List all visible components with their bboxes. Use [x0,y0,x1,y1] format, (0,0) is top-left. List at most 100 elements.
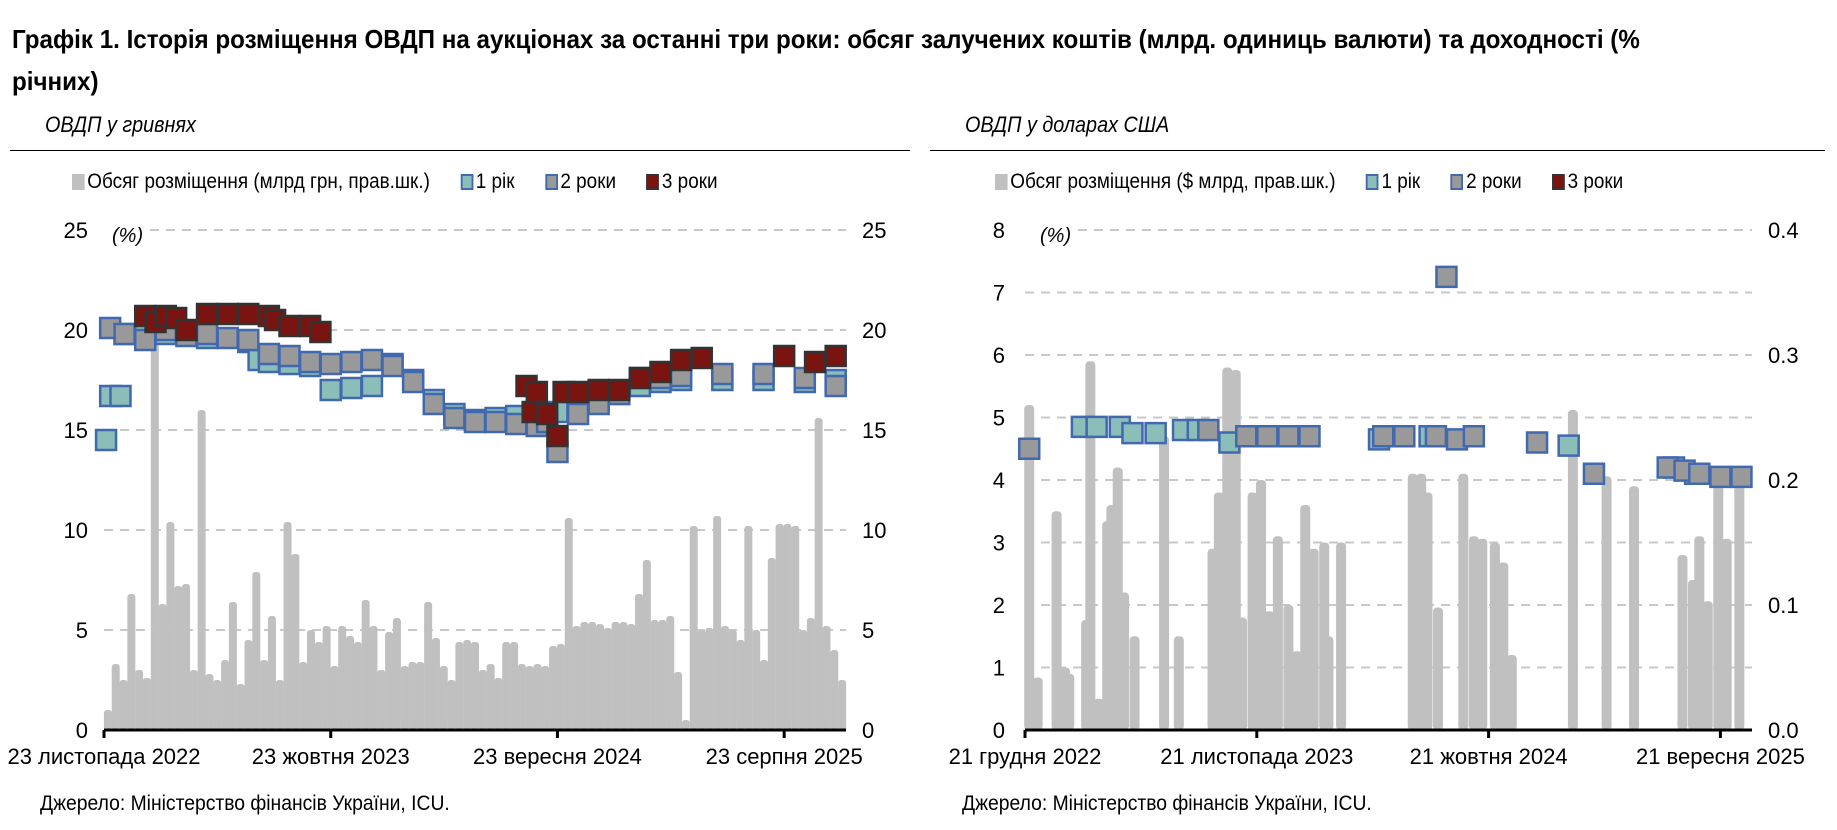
usd-marker-y2 [1371,425,1395,448]
uah-volume-bar [564,518,573,730]
usd-volume-bar [1468,536,1479,730]
uah-volume-bar [486,664,495,730]
right-divider [930,150,1825,151]
usd-marker-y2 [1688,462,1711,485]
uah-volume-bar [392,618,401,730]
uah-volume-bar [549,646,558,730]
uah-marker-y2 [319,352,342,376]
uah-y-left-tick-label: 25 [64,218,88,243]
uah-volume-bar [627,624,636,730]
usd-volume-bar [1694,536,1705,730]
uah-unit-label: (%) [112,225,143,247]
uah-marker-y3 [546,424,569,448]
uah-volume-bar [775,524,784,730]
uah-volume-bar [189,670,198,730]
legend-swatch-volume [72,174,85,190]
usd-marker-y2 [1235,425,1258,448]
usd-volume-bar [1129,636,1140,730]
usd-unit-label: (%) [1040,225,1071,247]
uah-y-left-tick-label: 10 [64,518,88,543]
uah-volume-bar [697,630,706,730]
usd-marker-y1 [1557,434,1580,457]
right-chart-subtitle: ОВДП у доларах США [965,112,1170,137]
uah-marker-y3 [237,302,260,326]
usd-volume-bar [1213,492,1224,730]
usd-marker-y2 [1197,418,1220,442]
uah-volume-bar [416,662,425,730]
usd-volume-bar [1051,511,1062,730]
usd-volume-bar [1159,436,1170,730]
usd-y-right-tick-label: 0.0 [1768,718,1799,743]
uah-volume-bar [447,680,456,730]
uah-marker-y1 [109,384,132,408]
usd-x-tick-label: 21 жовтня 2024 [1410,744,1568,769]
uah-volume-bar [783,524,792,730]
uah-marker-y2 [443,406,466,430]
uah-volume-bar [595,624,604,730]
usd-marker-y2 [1525,431,1549,454]
usd-y-left-tick-label: 8 [993,218,1005,243]
usd-volume-bar [1308,548,1319,730]
usd-volume-bar [1702,601,1713,730]
uah-marker-y2 [298,350,322,374]
legend-label: 1 рік [1381,170,1421,193]
uah-marker-y2 [237,328,260,352]
left-divider [10,150,910,151]
usd-x-tick-label: 21 листопада 2023 [1160,744,1353,769]
uah-volume-bar [111,664,120,730]
uah-volume-bar [502,642,511,730]
uah-marker-y3 [566,380,590,404]
uah-marker-y1 [319,378,342,402]
usd-marker-y2 [1298,425,1321,448]
usd-marker-y1 [1121,421,1144,445]
usd-marker-y2 [1256,425,1279,448]
left-chart-subtitle: ОВДП у гривнях [45,112,196,137]
uah-volume-bar [267,616,276,730]
uah-volume-bar [205,674,214,730]
uah-volume-bar [377,670,386,730]
uah-x-tick-label: 23 серпня 2025 [706,744,863,769]
uah-volume-bar [182,584,191,730]
uah-volume-bar [228,602,237,730]
legend-swatch-3y [646,174,660,190]
uah-volume-bar [580,622,589,730]
uah-volume-bar [221,660,230,730]
usd-marker-y2 [1017,437,1041,460]
uah-marker-y3 [535,402,559,426]
uah-y-right-tick-label: 0 [862,718,874,743]
usd-volume-bar [1601,476,1612,730]
uah-volume-bar [236,684,245,730]
uah-marker-y2 [711,362,734,386]
uah-volume-bar [681,720,690,730]
usd-volume-bar [1272,536,1283,730]
uah-marker-y2 [195,322,219,346]
uah-volume-bar [439,666,448,730]
uah-volume-bar [338,626,347,730]
uah-marker-y2 [566,402,590,426]
uah-volume-bar [556,644,565,730]
uah-volume-bar [705,628,714,730]
uah-volume-bar [767,558,776,730]
usd-volume-bar [1713,475,1724,730]
uah-marker-y3 [628,366,652,390]
uah-volume-bar [674,672,683,730]
uah-marker-y3 [669,348,693,372]
uah-volume-bar [213,680,222,730]
uah-volume-bar [353,642,362,730]
uah-marker-y2 [824,374,847,398]
legend-swatch-1y [1366,174,1379,190]
uah-volume-bar [244,640,253,730]
uah-marker-y3 [649,360,672,384]
usd-volume-bar [1119,592,1130,730]
usd-y-left-tick-label: 0 [993,718,1005,743]
usd-y-right-tick-label: 0.1 [1768,593,1799,618]
uah-marker-y3 [690,346,713,370]
legend-swatch-3y [1552,174,1565,190]
legend-item-3y: 3 роки [646,170,718,194]
usd-volume-bar [1489,542,1500,730]
uah-volume-bar [478,670,487,730]
uah-y-left-tick-label: 15 [64,418,88,443]
usd-x-tick-label: 21 вересня 2025 [1636,744,1805,769]
usd-marker-y2 [1582,462,1606,485]
usd-volume-bar [1173,636,1184,730]
